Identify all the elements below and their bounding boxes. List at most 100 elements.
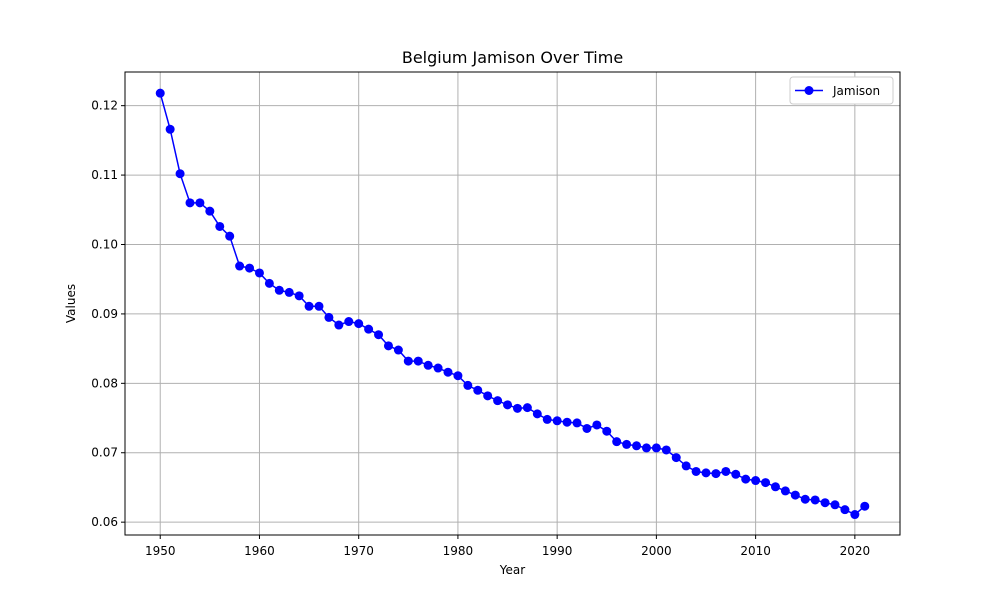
- data-point: [165, 124, 175, 134]
- data-point: [850, 510, 860, 520]
- y-tick-label: 0.08: [91, 376, 118, 390]
- data-point: [512, 403, 522, 413]
- data-point: [681, 461, 691, 471]
- data-point: [433, 363, 443, 373]
- x-tick-label: 2000: [641, 544, 672, 558]
- y-tick-label: 0.12: [91, 99, 118, 113]
- data-point: [562, 417, 572, 427]
- x-tick-label: 2020: [840, 544, 871, 558]
- y-tick-label: 0.10: [91, 237, 118, 251]
- data-point: [701, 468, 711, 478]
- data-point: [741, 474, 751, 484]
- data-point: [294, 291, 304, 301]
- data-point: [780, 486, 790, 496]
- data-point: [612, 437, 622, 447]
- data-point: [691, 466, 701, 476]
- data-point: [304, 301, 314, 311]
- y-tick-label: 0.09: [91, 307, 118, 321]
- data-point: [761, 478, 771, 488]
- data-point: [393, 345, 403, 355]
- y-tick-label: 0.06: [91, 515, 118, 529]
- data-point: [473, 385, 483, 395]
- chart-title: Belgium Jamison Over Time: [402, 48, 623, 67]
- data-point: [622, 439, 632, 449]
- series-layer: [155, 88, 870, 520]
- data-point: [711, 469, 721, 479]
- x-tick-label: 1970: [343, 544, 374, 558]
- legend-box: [789, 76, 894, 105]
- data-point: [314, 301, 324, 311]
- data-point: [205, 206, 215, 216]
- data-point: [790, 490, 800, 500]
- x-tick-label: 1990: [542, 544, 573, 558]
- legend-label: Jamison: [832, 84, 880, 98]
- data-point: [632, 441, 642, 451]
- data-point: [810, 495, 820, 505]
- data-point: [354, 319, 364, 329]
- data-point: [383, 341, 393, 351]
- data-point: [721, 466, 731, 476]
- data-point: [413, 356, 423, 366]
- data-point: [651, 443, 661, 453]
- data-point: [770, 482, 780, 492]
- data-point: [542, 414, 552, 424]
- data-point: [800, 494, 810, 504]
- data-point: [532, 409, 542, 419]
- data-point: [225, 231, 235, 241]
- x-axis-label: Year: [499, 563, 525, 577]
- data-point: [254, 268, 264, 278]
- data-point: [463, 380, 473, 390]
- data-point: [245, 263, 255, 273]
- data-point: [503, 400, 513, 410]
- x-tick-label: 2010: [740, 544, 771, 558]
- y-axis: 0.06 0.07 0.08 0.09 0.10 0.11 0.12: [91, 99, 125, 529]
- data-point: [423, 360, 433, 370]
- data-point: [731, 469, 741, 479]
- data-point: [572, 418, 582, 428]
- data-point: [175, 169, 185, 179]
- data-point: [641, 443, 651, 453]
- data-point: [602, 426, 612, 436]
- data-point: [522, 403, 532, 413]
- data-point: [483, 391, 493, 401]
- y-tick-label: 0.11: [91, 168, 118, 182]
- data-point: [284, 287, 294, 297]
- x-tick-label: 1950: [145, 544, 176, 558]
- data-point: [493, 396, 503, 406]
- legend: Jamison: [789, 76, 894, 105]
- data-point: [592, 420, 602, 430]
- x-axis: 1950 1960 1970 1980 1990 2000 2010 2020: [145, 535, 870, 558]
- y-axis-label: Values: [64, 284, 78, 323]
- data-point: [195, 198, 205, 208]
- data-point: [274, 285, 284, 295]
- data-point: [671, 453, 681, 463]
- x-tick-label: 1980: [443, 544, 474, 558]
- data-point: [582, 423, 592, 433]
- data-point: [840, 505, 850, 515]
- data-point: [344, 317, 354, 327]
- data-point: [830, 500, 840, 510]
- y-tick-label: 0.07: [91, 446, 118, 460]
- data-point: [185, 198, 195, 208]
- data-point: [751, 476, 761, 486]
- data-point: [860, 501, 870, 511]
- data-point: [453, 371, 463, 381]
- data-point: [324, 312, 334, 322]
- plot-frame: [124, 71, 901, 536]
- data-point: [264, 278, 274, 288]
- legend-marker: [804, 86, 814, 95]
- data-point: [820, 498, 830, 508]
- x-tick-label: 1960: [244, 544, 275, 558]
- data-point: [155, 88, 165, 98]
- data-point: [661, 445, 671, 455]
- data-point: [364, 324, 374, 334]
- data-point: [443, 367, 453, 377]
- grid: [125, 72, 900, 535]
- data-point: [215, 221, 225, 231]
- data-point: [334, 320, 344, 330]
- data-point: [374, 330, 384, 340]
- data-point: [403, 356, 413, 366]
- data-point: [552, 416, 562, 426]
- data-point: [235, 261, 245, 271]
